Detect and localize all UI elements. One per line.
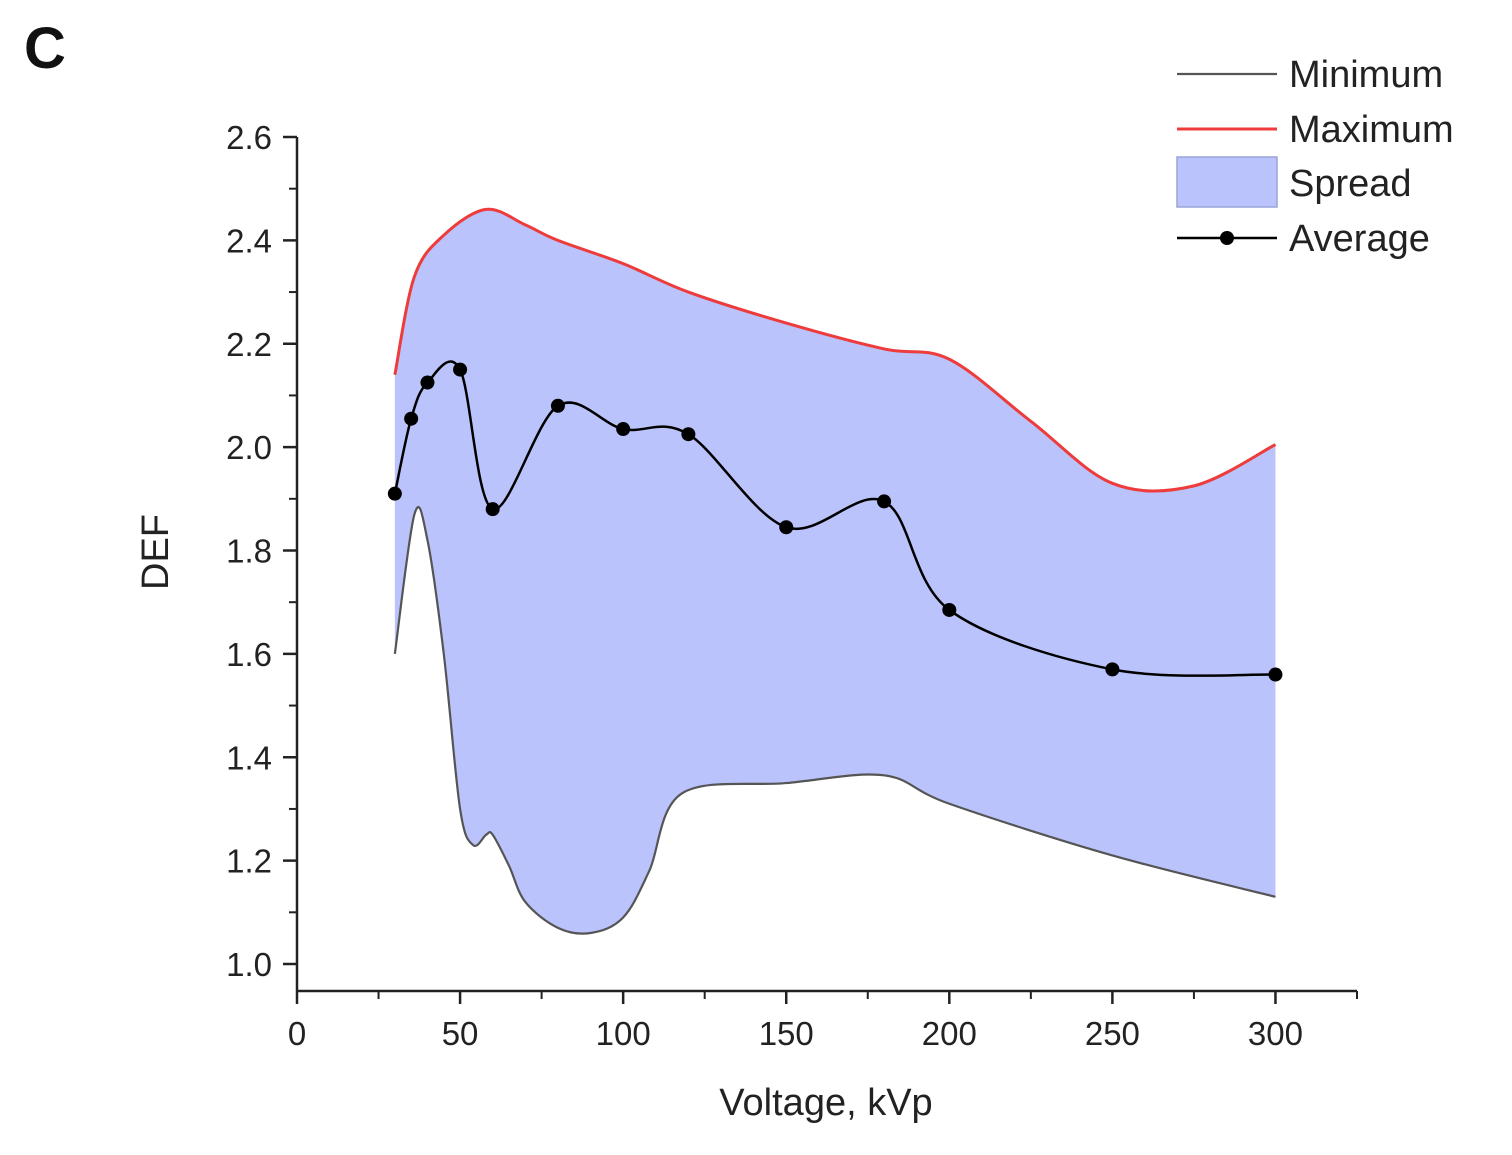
x-tick-label: 150 [759, 1015, 814, 1052]
x-tick-label: 0 [288, 1015, 306, 1052]
y-tick-label: 1.4 [226, 739, 272, 776]
y-tick-label: 2.6 [226, 119, 272, 156]
average-point [420, 375, 435, 390]
y-tick-label: 2.4 [226, 222, 272, 259]
average-point [550, 398, 565, 413]
x-tick-label: 200 [922, 1015, 977, 1052]
average-point [942, 602, 957, 617]
average-line [393, 360, 1276, 677]
legend: Minimum Maximum Spread Average [1176, 54, 1454, 260]
legend-spread-swatch [1176, 156, 1278, 208]
panel-label: C [24, 16, 66, 81]
average-point [681, 427, 696, 442]
spread-area [394, 209, 1276, 934]
average-point [404, 411, 419, 426]
average-point [453, 362, 468, 377]
x-tick-label: 100 [596, 1015, 651, 1052]
minimum-line [393, 506, 1276, 935]
y-tick-label: 1.8 [226, 533, 272, 570]
legend-average-marker [1220, 231, 1234, 245]
maximum-line [393, 207, 1277, 493]
y-tick-label: 1.6 [226, 636, 272, 673]
y-tick-label: 1.2 [226, 843, 272, 880]
plot-area [387, 207, 1283, 935]
legend-label-average: Average [1289, 218, 1430, 260]
axes: 1.0 1.2 1.4 1.6 1.8 2.0 2.2 2.4 2.6 0 50 100 150 200 2… [226, 119, 1358, 1052]
legend-label-spread: Spread [1289, 163, 1412, 205]
legend-label-minimum: Minimum [1289, 54, 1443, 96]
average-point [779, 520, 794, 535]
y-tick-label: 2.0 [226, 429, 272, 466]
average-point [1268, 667, 1283, 682]
y-axis-title: DEF [135, 514, 177, 590]
average-point [1105, 662, 1120, 677]
average-point [485, 502, 500, 517]
y-tick-label: 2.2 [226, 326, 272, 363]
average-point [616, 422, 631, 437]
x-tick-label: 250 [1085, 1015, 1140, 1052]
average-point [877, 494, 892, 509]
x-tick-label: 50 [442, 1015, 479, 1052]
legend-label-maximum: Maximum [1289, 109, 1454, 151]
x-axis-title: Voltage, kVp [719, 1082, 932, 1124]
average-point [387, 486, 402, 501]
y-tick-label: 1.0 [226, 946, 272, 983]
x-tick-label: 300 [1248, 1015, 1303, 1052]
